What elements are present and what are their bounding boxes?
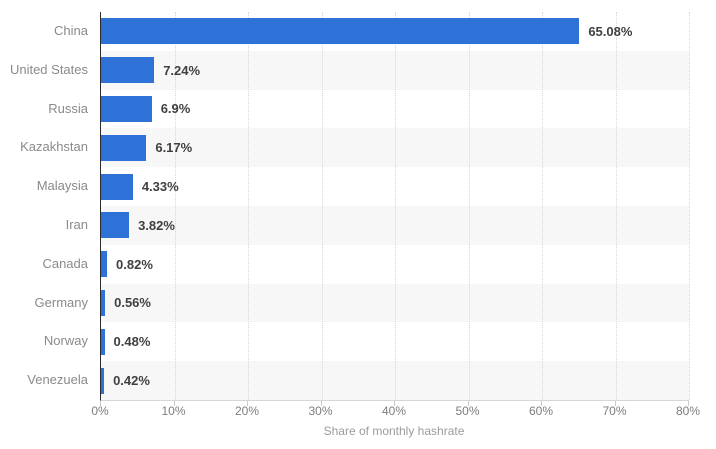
- value-label: 6.17%: [155, 140, 193, 156]
- chart-row: 65.08%: [101, 12, 689, 51]
- gridline: [468, 12, 470, 400]
- gridline: [615, 12, 617, 400]
- category-label: Malaysia: [36, 178, 88, 194]
- x-tick-label: 20%: [234, 404, 260, 418]
- tick-mark: [173, 401, 175, 406]
- value-label: 65.08%: [588, 23, 633, 39]
- x-axis-labels: 0% 10% 20% 30% 40% 50% 60% 70% 80%: [91, 404, 700, 420]
- value-label: 4.33%: [141, 179, 179, 195]
- tick-mark: [100, 401, 101, 406]
- x-tick-label: 60%: [528, 404, 554, 418]
- tick-mark: [394, 401, 395, 406]
- tick-mark: [247, 401, 248, 406]
- value-label: 0.82%: [116, 256, 153, 272]
- bar: [101, 134, 147, 161]
- x-tick-label: 10%: [161, 404, 186, 418]
- gridline: [248, 12, 249, 400]
- value-label: 0.42%: [113, 373, 150, 389]
- x-tick-label: 0%: [91, 404, 109, 418]
- category-label: Kazakhstan: [20, 139, 88, 155]
- x-tick-label: 50%: [455, 404, 480, 418]
- chart-row: 0.48%: [101, 322, 689, 361]
- tick-mark: [614, 401, 616, 406]
- category-label: Canada: [42, 255, 88, 271]
- value-label: 6.9%: [160, 101, 191, 117]
- tick-mark: [320, 401, 322, 406]
- category-label: Venezuela: [27, 372, 88, 388]
- tick-mark: [541, 401, 542, 406]
- category-label: Iran: [65, 216, 88, 232]
- x-tick-label: 40%: [381, 404, 407, 418]
- category-label: Norway: [43, 333, 88, 349]
- gridline: [542, 12, 543, 400]
- tick-mark: [688, 401, 689, 406]
- value-label: 0.48%: [113, 334, 151, 350]
- bar: [101, 251, 108, 278]
- x-axis-tick-marks: [100, 400, 689, 406]
- x-axis-title: Share of monthly hashrate: [323, 424, 465, 438]
- category-label: United States: [9, 61, 88, 77]
- value-label: 7.24%: [163, 62, 201, 78]
- category-axis: China United States Russia Kazakhstan Malays…: [0, 12, 88, 400]
- chart-row: 6.17%: [101, 128, 689, 167]
- gridlines: [101, 12, 690, 400]
- bar: [101, 95, 152, 122]
- chart-row: 0.56%: [101, 284, 689, 323]
- x-tick-label: 30%: [308, 404, 333, 418]
- chart-row: 0.42%: [101, 361, 689, 400]
- gridline: [321, 12, 323, 400]
- gridline: [689, 12, 690, 400]
- category-label: Germany: [34, 294, 88, 310]
- bar: [101, 57, 155, 84]
- bar: [101, 289, 106, 316]
- chart-row: 4.33%: [101, 167, 689, 206]
- bar: [101, 212, 130, 239]
- gridline: [174, 12, 176, 400]
- bars-layer: 65.08% 7.24% 6.9% 6.17% 4.33% 3.82% 0.82% 0.56%…: [101, 12, 689, 400]
- gridline: [395, 12, 396, 400]
- bar: [101, 367, 105, 394]
- chart-row: 3.82%: [101, 206, 689, 245]
- x-tick-label: 70%: [602, 404, 627, 418]
- x-tick-label: 80%: [675, 404, 701, 418]
- bar: [101, 173, 133, 200]
- bar: [101, 18, 580, 45]
- tick-mark: [467, 401, 469, 406]
- value-label: 0.56%: [114, 295, 151, 311]
- bar: [101, 328, 105, 355]
- chart-row: 6.9%: [101, 90, 689, 129]
- value-label: 3.82%: [138, 217, 175, 233]
- chart-row: 7.24%: [101, 51, 689, 90]
- plot-area: 65.08% 7.24% 6.9% 6.17% 4.33% 3.82% 0.82% 0.56%…: [100, 12, 690, 401]
- category-label: China: [54, 23, 88, 38]
- chart-row: 0.82%: [101, 245, 689, 284]
- category-label: Russia: [48, 100, 88, 116]
